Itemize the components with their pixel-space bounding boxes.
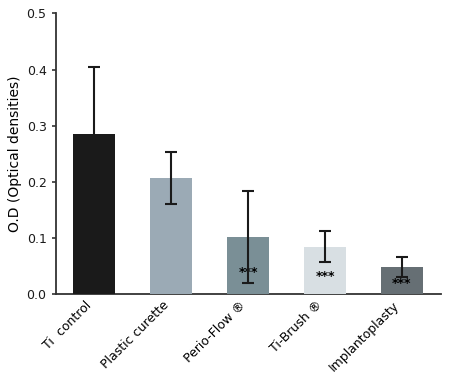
Bar (150, 178, 192, 295)
Text: ***: *** (392, 277, 412, 290)
Bar (381, 267, 423, 295)
Bar (304, 247, 346, 295)
Y-axis label: O.D (Optical densities): O.D (Optical densities) (9, 76, 22, 232)
Text: ***: *** (315, 270, 335, 283)
Text: ***: *** (238, 266, 258, 279)
Bar (73, 134, 115, 295)
Bar (227, 237, 269, 295)
